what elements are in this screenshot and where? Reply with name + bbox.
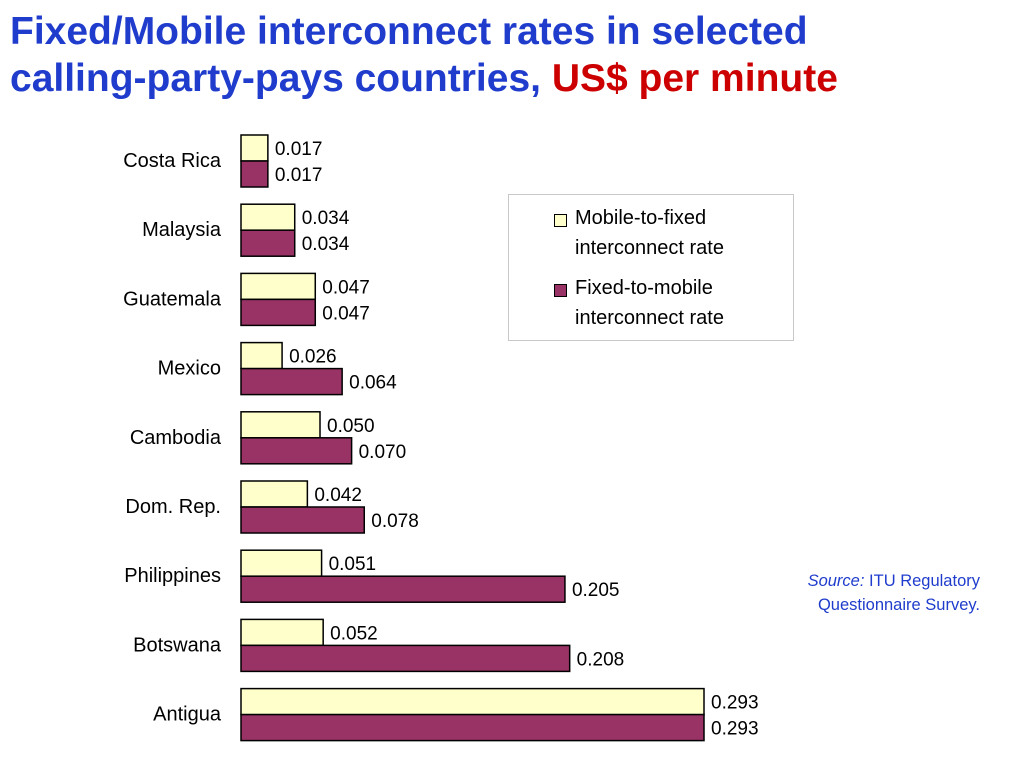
bar-mobile-to-fixed-philippines [240, 549, 323, 577]
legend-label-mobile-to-fixed-line1: Mobile-to-fixed [575, 207, 707, 229]
bar-fixed-to-mobile-mexico [240, 367, 343, 396]
bar-fixed-to-mobile-dom-rep [240, 506, 366, 534]
category-label-dom-rep: Dom. Rep. [125, 496, 221, 518]
data-label-mobile-to-fixed-malaysia: 0.034 [302, 208, 350, 229]
bar-fixed-to-mobile-botswana [240, 644, 571, 673]
source-line1: Source: ITU Regulatory [720, 569, 980, 593]
data-label-fixed-to-mobile-cambodia: 0.070 [359, 442, 407, 463]
bar-mobile-to-fixed-cambodia [240, 411, 321, 439]
legend-swatch-mobile-to-fixed [554, 214, 567, 227]
source-label: Source: [807, 572, 865, 590]
data-label-mobile-to-fixed-mexico: 0.026 [289, 347, 337, 368]
category-label-botswana: Botswana [133, 634, 222, 656]
category-label-cambodia: Cambodia [130, 427, 222, 449]
data-label-mobile-to-fixed-antigua: 0.293 [711, 693, 759, 714]
chart-title-unit: US$ per minute [551, 57, 838, 100]
bar-fixed-to-mobile-cambodia [240, 437, 353, 465]
category-label-guatemala: Guatemala [123, 288, 222, 310]
legend-label-fixed-to-mobile: Fixed-to-mobile interconnect rate [575, 273, 775, 333]
legend: Mobile-to-fixed interconnect rate Fixed-… [508, 194, 794, 341]
source-text-line2: Questionnaire Survey. [817, 596, 980, 614]
data-label-mobile-to-fixed-botswana: 0.052 [330, 623, 378, 644]
data-label-mobile-to-fixed-dom-rep: 0.042 [314, 485, 362, 506]
legend-swatch-fixed-to-mobile [554, 284, 567, 297]
category-label-philippines: Philippines [124, 565, 221, 587]
chart-title-line2-main: calling-party-pays countries, [10, 57, 541, 100]
source-note: Source: ITU Regulatory Questionnaire Sur… [720, 569, 980, 617]
chart-title-line2: calling-party-pays countries, US$ per mi… [10, 55, 1010, 102]
chart-title-line1: Fixed/Mobile interconnect rates in selec… [10, 10, 808, 53]
data-label-fixed-to-mobile-dom-rep: 0.078 [371, 511, 419, 532]
category-label-mexico: Mexico [158, 358, 221, 380]
data-label-fixed-to-mobile-antigua: 0.293 [711, 719, 759, 740]
legend-label-mobile-to-fixed: Mobile-to-fixed interconnect rate [575, 203, 775, 263]
chart-title: Fixed/Mobile interconnect rates in selec… [10, 8, 1010, 102]
data-label-mobile-to-fixed-cambodia: 0.050 [327, 416, 375, 437]
bar-fixed-to-mobile-costa-rica [240, 160, 269, 188]
bar-mobile-to-fixed-botswana [240, 618, 324, 647]
data-label-mobile-to-fixed-costa-rica: 0.017 [275, 139, 323, 160]
data-label-mobile-to-fixed-guatemala: 0.047 [322, 277, 370, 298]
data-label-mobile-to-fixed-philippines: 0.051 [329, 554, 377, 575]
bar-mobile-to-fixed-costa-rica [240, 134, 269, 162]
bar-mobile-to-fixed-malaysia [240, 203, 296, 231]
bar-fixed-to-mobile-philippines [240, 575, 566, 603]
data-label-fixed-to-mobile-philippines: 0.205 [572, 580, 620, 601]
bar-mobile-to-fixed-antigua [240, 687, 705, 716]
category-label-malaysia: Malaysia [142, 219, 222, 241]
data-label-fixed-to-mobile-botswana: 0.208 [577, 649, 625, 670]
bar-fixed-to-mobile-malaysia [240, 229, 296, 257]
bar-mobile-to-fixed-guatemala [240, 272, 317, 301]
data-label-fixed-to-mobile-malaysia: 0.034 [302, 234, 350, 255]
bar-fixed-to-mobile-antigua [240, 713, 705, 742]
legend-label-fixed-to-mobile-line2: interconnect rate [575, 307, 724, 329]
data-label-fixed-to-mobile-guatemala: 0.047 [322, 303, 370, 324]
bar-mobile-to-fixed-mexico [240, 341, 283, 370]
legend-label-fixed-to-mobile-line1: Fixed-to-mobile [575, 277, 713, 299]
legend-label-mobile-to-fixed-line2: interconnect rate [575, 237, 724, 259]
bar-mobile-to-fixed-dom-rep [240, 480, 309, 508]
bar-fixed-to-mobile-guatemala [240, 298, 317, 327]
category-label-costa-rica: Costa Rica [123, 150, 222, 172]
data-label-fixed-to-mobile-mexico: 0.064 [349, 373, 397, 394]
category-label-antigua: Antigua [153, 704, 222, 726]
data-label-fixed-to-mobile-costa-rica: 0.017 [275, 165, 323, 186]
source-text-line1: ITU Regulatory [869, 572, 980, 590]
